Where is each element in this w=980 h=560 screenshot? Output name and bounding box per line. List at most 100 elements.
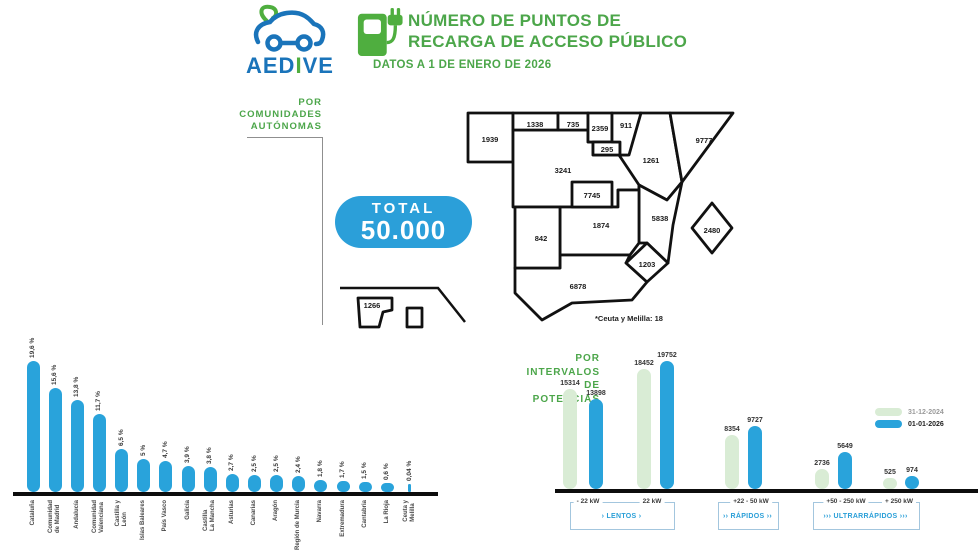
- bar: [26, 360, 40, 492]
- bar-category-label: Castilla y León: [114, 500, 128, 527]
- region-pais_vasco-value: 2359: [592, 124, 609, 133]
- region-aragon-value: 1261: [643, 156, 660, 165]
- legend-swatch-2026: [875, 420, 902, 428]
- region-baleares: [690, 201, 734, 255]
- charging-station-icon: [357, 8, 403, 57]
- region-extremadura: [513, 205, 562, 270]
- bar: [70, 399, 84, 492]
- region-frame: [340, 286, 466, 323]
- bar-value-label: 18452: [634, 360, 654, 367]
- x-axis: [13, 492, 438, 496]
- region-navarra-value: 911: [620, 121, 632, 130]
- region-galicia-value: 1939: [482, 135, 499, 144]
- bar-category-label: Islas Baleares: [140, 500, 147, 541]
- bar: [137, 458, 151, 492]
- bar: [203, 466, 217, 492]
- region-murcia-value: 1203: [639, 260, 656, 269]
- bar: [181, 465, 195, 492]
- bar-value-label: 2,4 %: [294, 455, 302, 473]
- region-valenciana-value: 5838: [652, 214, 669, 223]
- bar-category-label: Cataluña: [29, 500, 36, 526]
- bar: [637, 369, 651, 489]
- region-extremadura-value: 842: [535, 234, 548, 243]
- bar-value-label: 5649: [837, 443, 853, 450]
- bar-category-label: Comunidad Valenciana: [92, 500, 106, 533]
- bar-category-label: País Vasco: [162, 500, 169, 532]
- region-la_rioja-value: 295: [601, 145, 614, 154]
- category-label: - 22 kW: [573, 498, 603, 505]
- bar: [314, 479, 328, 492]
- bar-value-label: 5 %: [139, 444, 147, 456]
- total-label: TOTAL: [371, 199, 436, 217]
- bar: [563, 389, 577, 489]
- bar-value-label: 15,6 %: [51, 364, 59, 385]
- legend-item-2026: 01-01-2026: [875, 420, 944, 428]
- bar: [48, 387, 62, 492]
- bar-category-label: Comunidad de Madrid: [48, 500, 62, 533]
- bar-value-label: 0,6 %: [383, 462, 391, 480]
- bar-value-label: 1,5 %: [361, 461, 369, 479]
- category-label: +22 - 50 kW: [730, 498, 772, 505]
- region-cantabria-value: 735: [567, 120, 580, 129]
- group-name-label: ››› ULTRARRÁPIDOS ›››: [823, 513, 908, 520]
- legend-swatch-2024: [875, 408, 902, 416]
- region-navarra: [610, 111, 643, 157]
- bracket-line-v: [322, 137, 323, 325]
- bar-value-label: 15314: [560, 380, 580, 387]
- group-name-label: › LENTOS ›: [601, 513, 642, 520]
- ceuta-melilla-footnote: *Ceuta y Melilla: 18: [595, 314, 663, 323]
- bar: [660, 361, 674, 489]
- legend-label-2024: 31-12-2024: [908, 408, 944, 416]
- region-canarias: [356, 296, 394, 329]
- bar: [159, 460, 173, 492]
- category-label: +50 - 250 kW: [823, 498, 869, 505]
- bar-category-label: Asturias: [228, 500, 235, 525]
- bar-category-label: Región de Murcia: [295, 500, 302, 551]
- page-subtitle: DATOS A 1 DE ENERO DE 2026: [373, 59, 552, 71]
- bar-category-label: Canarias: [251, 500, 257, 526]
- bar-value-label: 525: [884, 469, 896, 476]
- bar: [380, 482, 394, 492]
- legend-label-2026: 01-01-2026: [908, 420, 944, 428]
- category-label: + 250 kW: [881, 498, 917, 505]
- bar: [748, 426, 762, 489]
- group-name-label: ›› RÁPIDOS ››: [722, 513, 773, 520]
- aedive-car-logo-icon: [253, 4, 326, 52]
- bar: [115, 448, 129, 492]
- bar: [225, 473, 239, 492]
- page-title: NÚMERO DE PUNTOS DE RECARGA DE ACCESO PÚ…: [408, 11, 688, 51]
- logo-text: AEDIVE: [246, 53, 334, 78]
- bar-value-label: 0,04 %: [405, 460, 413, 481]
- regions-bar-chart: 19,6 % Cataluña 15,6 % Comunidad de Madrid 1…: [10, 337, 455, 555]
- bar-value-label: 11,7 %: [95, 390, 103, 411]
- bar: [905, 476, 919, 489]
- bar-category-label: Aragón: [273, 500, 280, 521]
- total-badge: TOTAL 50.000: [335, 196, 472, 248]
- spain-map: 1939 3241 1261 9777 5838 1874 6878 842 1338 735 23…: [340, 111, 735, 329]
- bar: [92, 413, 106, 492]
- bar: [815, 469, 829, 489]
- bar: [883, 478, 897, 489]
- bar: [292, 475, 306, 492]
- bar-category-label: Cantabria: [361, 500, 368, 528]
- region-baleares-value: 2480: [704, 226, 721, 235]
- region-murcia: [624, 241, 670, 284]
- region-madrid-value: 7745: [584, 191, 601, 200]
- bar: [248, 474, 261, 492]
- bar-value-label: 19752: [657, 352, 677, 359]
- region-cataluna-value: 9777: [696, 136, 713, 145]
- power-bar-chart: 31-12-2024 01-01-2026 15314 13898 18452 197…: [555, 350, 980, 550]
- map-section-label: POR COMUNIDADES AUTÓNOMAS: [239, 97, 322, 132]
- category-label: 22 kW: [639, 498, 665, 505]
- bar-value-label: 13,8 %: [73, 376, 81, 397]
- bar-value-label: 3,8 %: [206, 446, 214, 464]
- bar-category-label: Castilla La Mancha: [203, 500, 217, 532]
- bar: [336, 480, 350, 492]
- bar-category-label: Galicia: [184, 500, 191, 520]
- bar-value-label: 974: [906, 467, 918, 474]
- region-canarias_islet: [405, 306, 424, 329]
- region-canarias-value: 1266: [364, 301, 381, 310]
- bar-value-label: 9727: [747, 417, 763, 424]
- bar-value-label: 4,7 %: [161, 440, 169, 458]
